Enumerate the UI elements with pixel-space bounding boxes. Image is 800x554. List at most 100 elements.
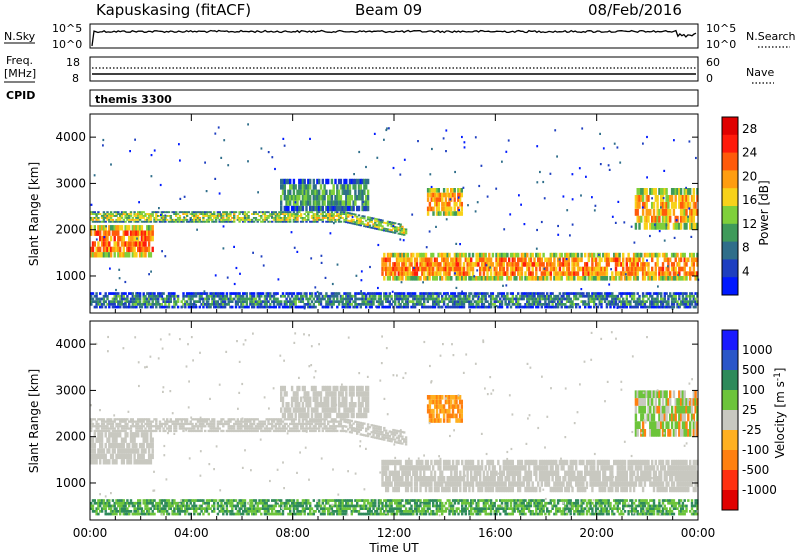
echo-cell	[598, 276, 601, 281]
echo-cell	[131, 432, 135, 438]
echo-cell	[535, 305, 538, 309]
echo-cell	[348, 305, 352, 309]
echo-cell	[573, 292, 576, 295]
echo-cell	[681, 195, 685, 202]
echo-cell	[678, 222, 681, 230]
echo-cell	[410, 257, 413, 263]
echo-cell	[547, 305, 551, 309]
echo-cell	[365, 219, 368, 222]
echo-cell	[227, 303, 230, 306]
echo-cell	[102, 448, 106, 454]
echo-cell	[634, 276, 638, 281]
echo-cell	[388, 276, 392, 281]
echo-cell	[489, 262, 493, 267]
echo-cell	[332, 418, 335, 421]
echo-cell	[301, 220, 305, 223]
echo-cell	[421, 266, 424, 272]
echo-cell	[589, 300, 592, 303]
echo-cell	[252, 303, 256, 306]
echo-cell	[247, 215, 250, 217]
echo-cell	[663, 257, 667, 263]
echo-cell	[361, 426, 364, 430]
echo-cell	[117, 432, 120, 438]
echo-cell	[372, 217, 375, 220]
echo-cell	[445, 129, 448, 132]
echo-cell	[352, 300, 355, 303]
echo-cell	[106, 297, 109, 301]
echo-cell	[555, 271, 558, 276]
echo-cell	[131, 303, 135, 306]
echo-cell	[413, 303, 417, 306]
echo-cell	[401, 442, 404, 445]
echo-cell	[687, 188, 690, 195]
echo-cell	[207, 425, 211, 428]
echo-cell	[370, 431, 373, 434]
echo-cell	[538, 297, 542, 301]
echo-cell	[298, 211, 301, 214]
echo-cell	[551, 252, 554, 258]
echo-cell	[185, 215, 189, 217]
echo-cell	[395, 441, 399, 444]
echo-cell	[285, 213, 288, 215]
echo-cell	[446, 206, 449, 212]
echo-cell	[285, 211, 288, 214]
band-0	[90, 418, 408, 446]
echo-cell	[366, 432, 370, 435]
echo-cell	[473, 262, 477, 267]
echo-cell	[118, 277, 121, 280]
echo-cell	[461, 297, 464, 301]
echo-cell	[547, 297, 551, 301]
echo-cell	[607, 294, 610, 298]
echo-cell	[385, 271, 388, 276]
echo-cell	[328, 218, 332, 221]
echo-cell	[128, 252, 131, 258]
echo-cell	[437, 303, 440, 306]
echo-cell	[543, 267, 546, 270]
echo-cell	[115, 220, 118, 223]
echo-cell	[129, 425, 133, 428]
echo-cell	[252, 220, 256, 223]
echo-cell	[301, 195, 305, 201]
echo-cell	[162, 211, 165, 214]
echo-cell	[274, 305, 278, 309]
echo-cell	[401, 225, 404, 228]
echo-cell	[681, 300, 685, 303]
echo-cell	[95, 252, 98, 258]
echo-cell	[167, 303, 171, 306]
echo-cell	[610, 268, 612, 271]
echo-cell	[625, 292, 629, 295]
echo-cell	[395, 429, 399, 432]
echo-cell	[690, 292, 694, 295]
echo-cell	[591, 266, 594, 272]
echo-cell	[348, 222, 352, 224]
echo-cell	[191, 294, 194, 298]
echo-cell	[361, 424, 364, 427]
echo-cell	[184, 294, 187, 298]
echo-cell	[238, 211, 241, 214]
echo-cell	[242, 420, 245, 423]
echo-cell	[211, 425, 214, 428]
echo-cell	[128, 217, 131, 219]
echo-cell	[115, 230, 118, 236]
echo-cell	[580, 288, 583, 291]
echo-cell	[584, 294, 587, 298]
echo-cell	[147, 427, 151, 430]
echo-cell	[309, 420, 312, 423]
echo-cell	[457, 211, 460, 216]
echo-cell	[470, 257, 473, 263]
echo-cell	[511, 257, 515, 263]
echo-cell	[413, 271, 417, 276]
echo-cell	[325, 217, 328, 219]
echo-cell	[388, 470, 392, 476]
echo-cell	[149, 215, 153, 217]
echo-cell	[385, 434, 388, 437]
echo-cell	[95, 303, 98, 306]
echo-cell	[392, 276, 395, 281]
echo-cell	[99, 220, 102, 223]
echo-cell	[448, 305, 451, 309]
echo-cell	[607, 303, 610, 306]
echo-cell	[556, 303, 560, 306]
echo-cell	[312, 297, 316, 301]
echo-cell	[518, 257, 522, 263]
